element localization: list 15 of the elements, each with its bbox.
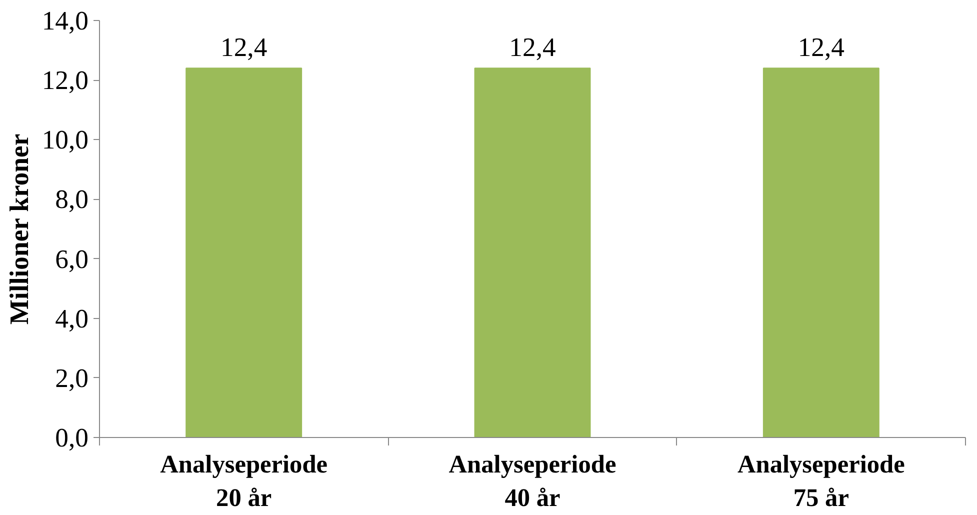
data-label: 12,4: [798, 32, 844, 62]
y-tick-label: 10,0: [42, 124, 89, 155]
x-tick-label: Analyseperiode 20 år: [160, 450, 328, 512]
x-tick-label: Analyseperiode 40 år: [448, 450, 616, 512]
y-tick-label: 14,0: [42, 6, 89, 36]
data-label: 12,4: [220, 32, 268, 62]
y-axis-title: Millioner kroner: [4, 134, 34, 325]
y-tick-label: 4,0: [55, 303, 89, 334]
y-tick-label: 6,0: [55, 244, 89, 274]
data-label: 12,4: [509, 32, 556, 62]
x-tick-label: Analyseperiode 75 år: [737, 450, 905, 512]
y-tick-label: 8,0: [55, 184, 89, 214]
y-tick-label: 12,0: [42, 65, 89, 96]
y-tick-label: 2,0: [55, 362, 89, 393]
y-tick-label: 0,0: [55, 422, 89, 452]
